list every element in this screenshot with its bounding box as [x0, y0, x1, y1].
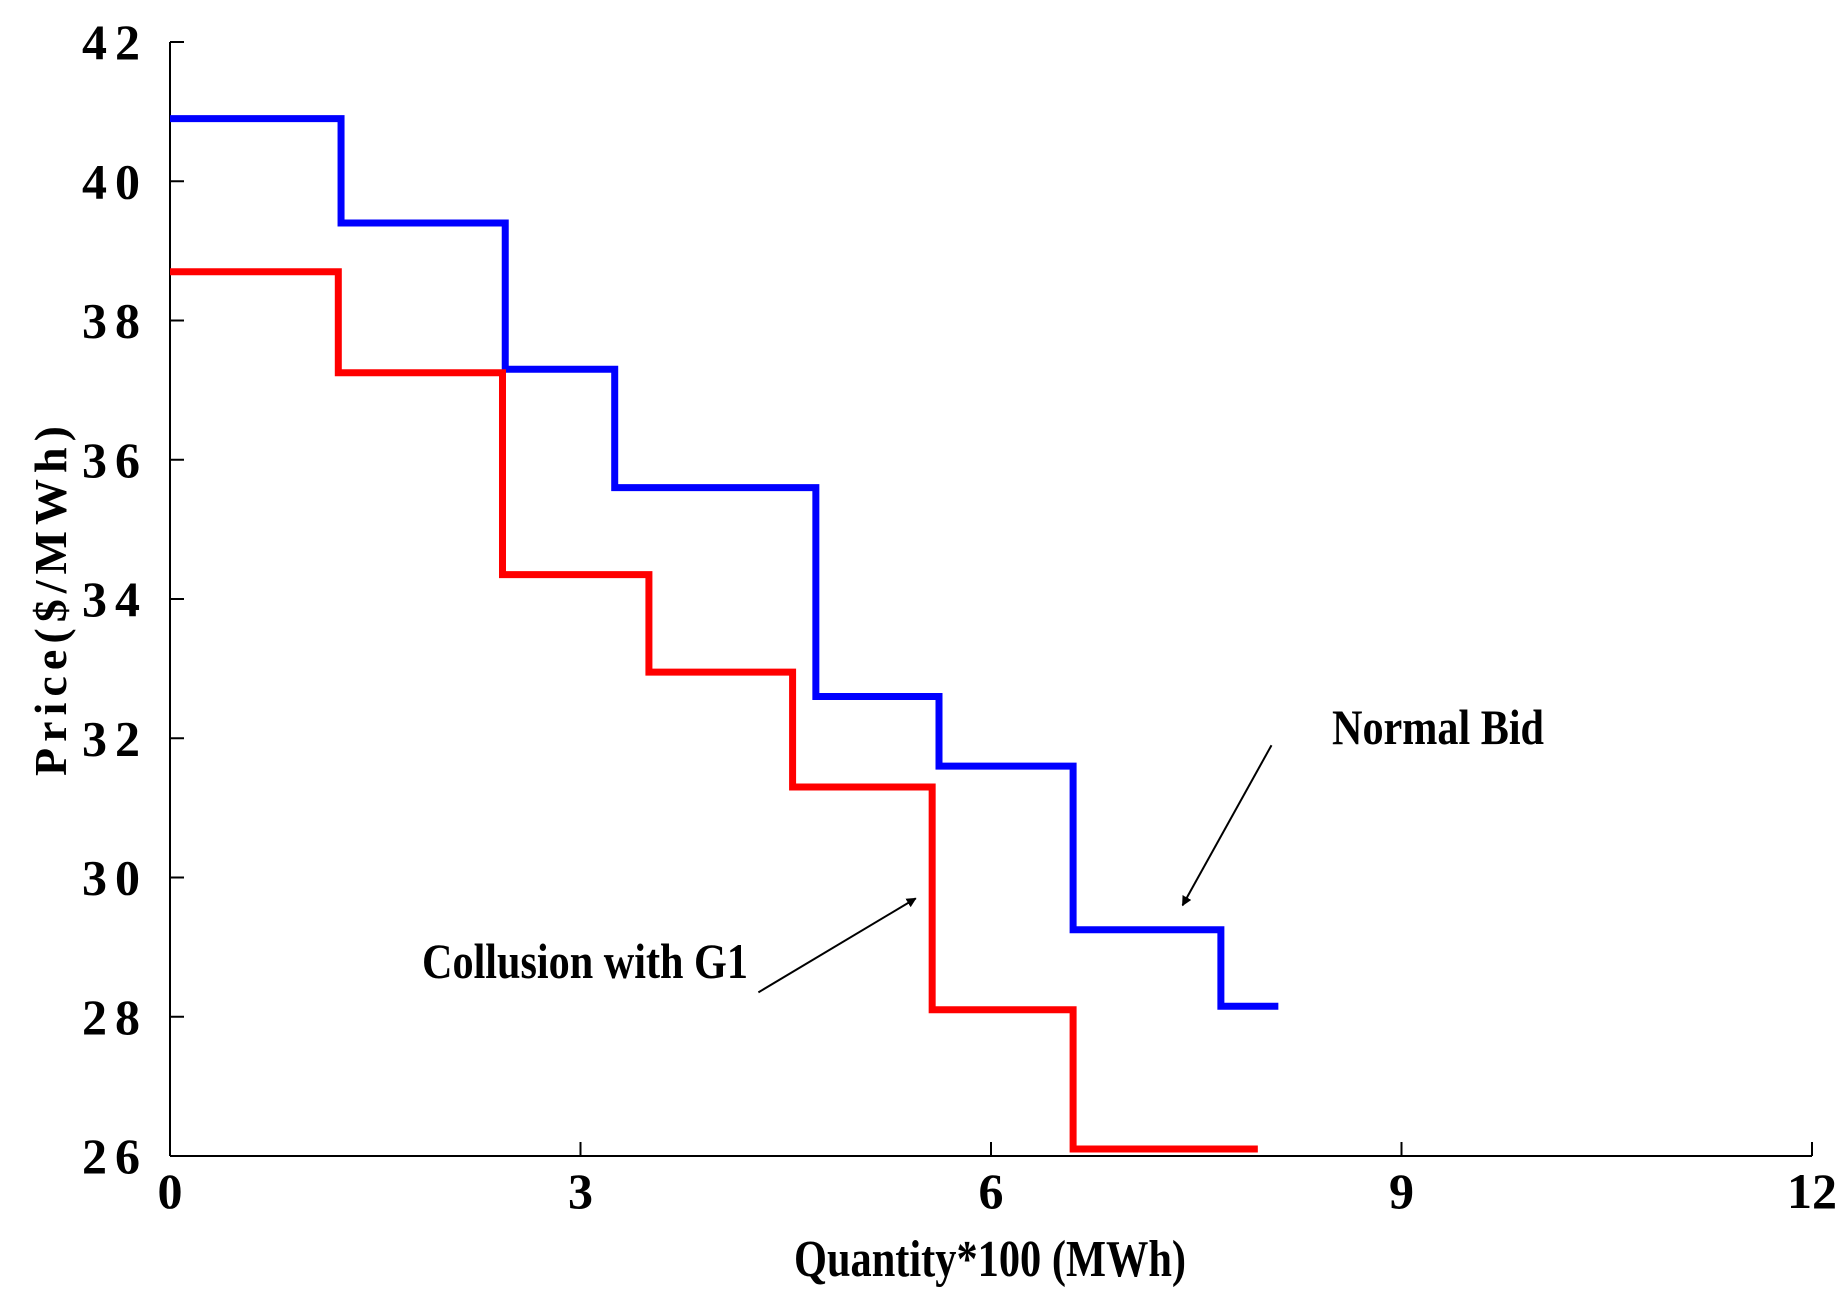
y-axis-title: Price($/MWh) — [25, 420, 76, 776]
y-tick-label: 28 — [82, 989, 148, 1045]
y-tick-label: 42 — [82, 14, 148, 70]
x-tick-label: 3 — [568, 1163, 593, 1219]
y-tick-label: 32 — [82, 710, 148, 766]
x-tick-label: 0 — [158, 1163, 183, 1219]
y-tick-label: 38 — [82, 293, 148, 349]
x-tick-label: 9 — [1389, 1163, 1414, 1219]
y-tick-label: 34 — [82, 571, 148, 627]
y-tick-label: 26 — [82, 1128, 148, 1184]
y-tick-label: 36 — [82, 432, 148, 488]
x-tick-label: 12 — [1787, 1163, 1837, 1219]
y-tick-label: 30 — [82, 850, 148, 906]
x-axis-title: Quantity*100 (MWh) — [794, 1231, 1186, 1288]
annotations: Normal Bid Collusion with G1 — [422, 699, 1544, 994]
x-tick-label: 6 — [979, 1163, 1004, 1219]
y-tick-label: 40 — [82, 153, 148, 209]
collusion-annotation: Collusion with G1 — [422, 933, 748, 989]
normal-bid-arrow — [1181, 744, 1273, 907]
series-line-collusion-with-g1 — [170, 268, 1258, 1153]
collusion-arrow — [757, 897, 917, 994]
normal-bid-annotation: Normal Bid — [1332, 699, 1544, 755]
series-layer — [170, 115, 1279, 1153]
series-line-normal-bid — [170, 115, 1279, 1010]
